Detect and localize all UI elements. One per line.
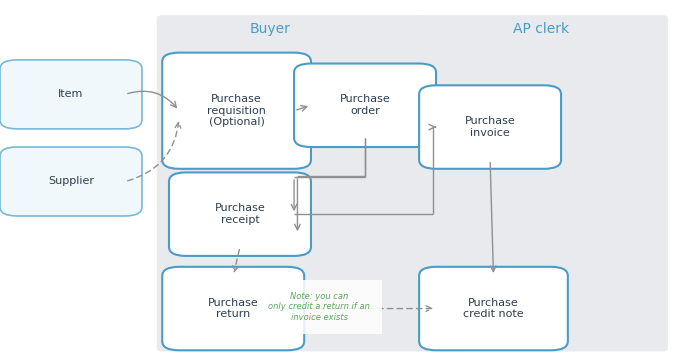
Text: AP clerk: AP clerk: [512, 22, 569, 36]
Text: Buyer: Buyer: [250, 22, 291, 36]
Text: Supplier: Supplier: [48, 176, 94, 187]
Text: Purchase
requisition
(Optional): Purchase requisition (Optional): [207, 94, 266, 127]
Text: Note: you can
only credit a return if an
invoice exists: Note: you can only credit a return if an…: [268, 292, 370, 322]
FancyBboxPatch shape: [0, 60, 142, 129]
FancyBboxPatch shape: [294, 64, 436, 147]
Text: Purchase
receipt: Purchase receipt: [214, 203, 266, 225]
Text: Purchase
order: Purchase order: [339, 94, 391, 116]
FancyBboxPatch shape: [157, 15, 425, 351]
FancyBboxPatch shape: [417, 15, 668, 351]
FancyBboxPatch shape: [169, 172, 311, 256]
FancyBboxPatch shape: [162, 267, 304, 350]
Text: Item: Item: [58, 89, 84, 99]
FancyBboxPatch shape: [419, 85, 561, 169]
Text: Purchase
credit note: Purchase credit note: [463, 298, 524, 319]
Text: Purchase
return: Purchase return: [208, 298, 259, 319]
FancyBboxPatch shape: [257, 280, 382, 334]
Text: Purchase
invoice: Purchase invoice: [464, 116, 516, 138]
FancyBboxPatch shape: [419, 267, 568, 350]
FancyBboxPatch shape: [0, 147, 142, 216]
FancyBboxPatch shape: [162, 53, 311, 169]
